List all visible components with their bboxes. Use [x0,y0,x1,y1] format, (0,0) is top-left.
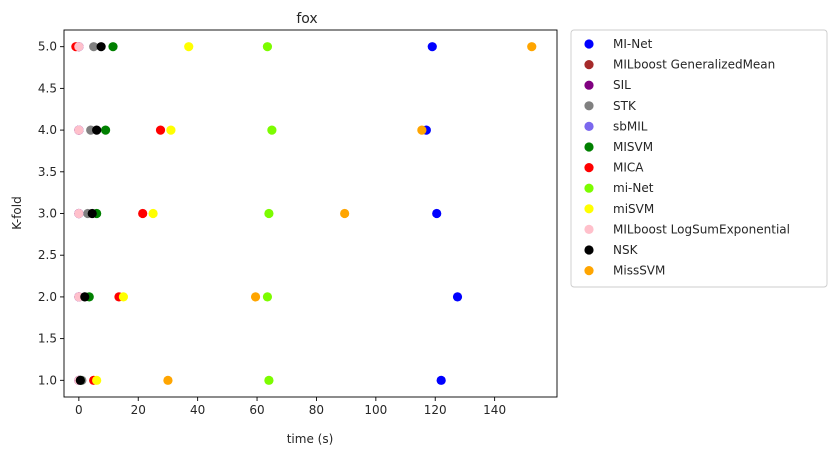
data-point [96,42,106,52]
data-point [264,375,274,385]
legend-frame [570,29,828,288]
y-tick-label: 1.5 [38,332,57,346]
x-tick-label: 120 [424,403,447,417]
points-layer [71,42,537,385]
data-point [155,125,166,135]
data-point [436,375,446,385]
legend-label: MissSVM [613,264,665,278]
data-point [262,292,273,302]
y-tick-label: 4.5 [38,81,57,95]
series-mi-net [262,42,277,385]
legend-marker [584,224,594,234]
y-tick-label: 3.5 [38,165,57,179]
data-point [89,42,99,52]
legend-label: STK [613,99,637,113]
legend-marker [584,121,594,131]
y-ticks: 1.0 1.5 2.0 2.5 3.0 3.5 4.0 4.5 5.0 [38,40,64,387]
legend-label: MISVM [613,140,653,154]
data-point [163,375,173,385]
legend-label: MICA [613,161,644,175]
x-tick-label: 20 [131,403,146,417]
data-point [92,375,102,385]
x-tick-label: 60 [249,403,264,417]
x-tick-label: 140 [483,403,506,417]
y-tick-label: 2.0 [38,290,57,304]
legend-marker [584,101,594,111]
data-point [264,208,274,219]
legend-label: MILboost LogSumExponential [613,222,790,236]
x-tick-label: 0 [75,403,83,417]
y-tick-label: 3.0 [38,207,57,221]
data-point [74,125,84,135]
data-point [100,125,111,135]
data-point [340,208,350,219]
legend-marker [584,39,594,49]
data-point [118,292,128,302]
x-ticks: 0 20 40 60 80 100 120 140 [75,397,506,417]
data-point [80,292,90,302]
data-point [74,42,84,52]
x-axis-label: time (s) [287,432,334,446]
legend-label: sbMIL [613,119,648,133]
x-tick-label: 80 [309,403,324,417]
plot-frame [63,29,558,398]
series-mi-net [421,42,463,385]
legend-marker [584,80,594,90]
legend-label: miSVM [613,202,654,216]
data-point [92,125,102,135]
y-tick-label: 4.0 [38,123,57,137]
legend-marker [584,245,594,255]
chart-title: fox [296,11,317,27]
y-tick-label: 1.0 [38,373,57,387]
data-point [87,208,97,219]
series-nsk [75,42,106,385]
legend-marker [584,163,594,173]
data-point [432,208,442,219]
legend-label: MILboost GeneralizedMean [613,58,775,72]
data-point [417,125,427,135]
data-point [262,42,273,52]
x-tick-label: 40 [190,403,205,417]
series-misssvm [163,42,537,385]
y-tick-label: 5.0 [38,40,57,54]
legend-entries: MI-Net MILboost GeneralizedMean SIL STK sbMI… [584,37,790,278]
legend-label: mi-Net [613,181,654,195]
x-tick-label: 100 [364,403,387,417]
data-point [148,208,158,219]
y-axis-label: K-fold [10,196,24,229]
legend-label: MI-Net [613,37,653,51]
data-point [250,292,261,302]
series-milboost-logsumexponential [74,42,84,385]
legend-label: SIL [613,78,631,92]
legend-marker [584,60,594,70]
legend-marker [584,204,594,214]
legend: MI-Net MILboost GeneralizedMean SIL STK sbMI… [570,29,828,288]
y-tick-label: 2.5 [38,248,57,262]
data-point [166,125,176,135]
data-point [75,375,85,385]
legend-marker [584,142,594,152]
data-point [108,42,118,52]
series-misvm [92,42,194,385]
data-point [184,42,194,52]
data-point [452,292,463,302]
data-point [267,125,277,135]
data-point [527,42,537,52]
legend-label: NSK [613,243,639,257]
data-point [74,208,84,219]
data-point [138,208,148,219]
legend-marker [584,266,594,276]
data-point [427,42,437,52]
legend-marker [584,183,594,193]
